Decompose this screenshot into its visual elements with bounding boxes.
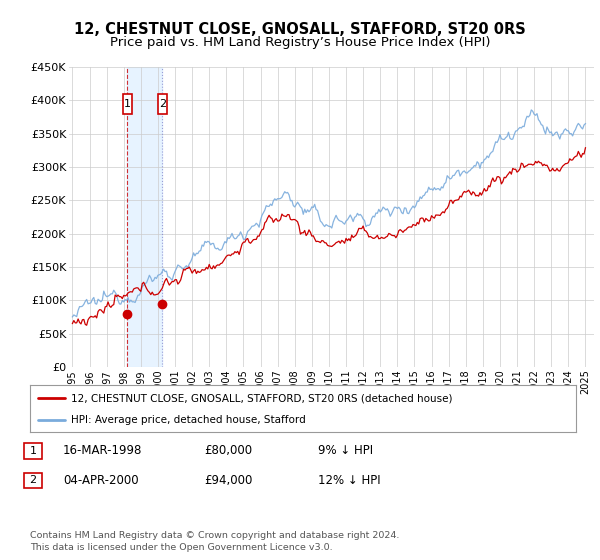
Bar bbox=[127, 67, 163, 367]
Text: £80,000: £80,000 bbox=[204, 444, 252, 458]
Text: 12, CHESTNUT CLOSE, GNOSALL, STAFFORD, ST20 0RS (detached house): 12, CHESTNUT CLOSE, GNOSALL, STAFFORD, S… bbox=[71, 393, 452, 403]
FancyBboxPatch shape bbox=[122, 94, 132, 114]
Text: 1: 1 bbox=[124, 99, 131, 109]
Text: 12, CHESTNUT CLOSE, GNOSALL, STAFFORD, ST20 0RS: 12, CHESTNUT CLOSE, GNOSALL, STAFFORD, S… bbox=[74, 22, 526, 38]
Text: 2: 2 bbox=[29, 475, 37, 486]
Text: HPI: Average price, detached house, Stafford: HPI: Average price, detached house, Staf… bbox=[71, 416, 306, 426]
Text: £94,000: £94,000 bbox=[204, 474, 253, 487]
Text: Price paid vs. HM Land Registry’s House Price Index (HPI): Price paid vs. HM Land Registry’s House … bbox=[110, 36, 490, 49]
FancyBboxPatch shape bbox=[158, 94, 167, 114]
Text: 16-MAR-1998: 16-MAR-1998 bbox=[63, 444, 142, 458]
Text: 04-APR-2000: 04-APR-2000 bbox=[63, 474, 139, 487]
Text: 2: 2 bbox=[159, 99, 166, 109]
Text: 9% ↓ HPI: 9% ↓ HPI bbox=[318, 444, 373, 458]
Text: 12% ↓ HPI: 12% ↓ HPI bbox=[318, 474, 380, 487]
Text: Contains HM Land Registry data © Crown copyright and database right 2024.
This d: Contains HM Land Registry data © Crown c… bbox=[30, 531, 400, 552]
Text: 1: 1 bbox=[29, 446, 37, 456]
